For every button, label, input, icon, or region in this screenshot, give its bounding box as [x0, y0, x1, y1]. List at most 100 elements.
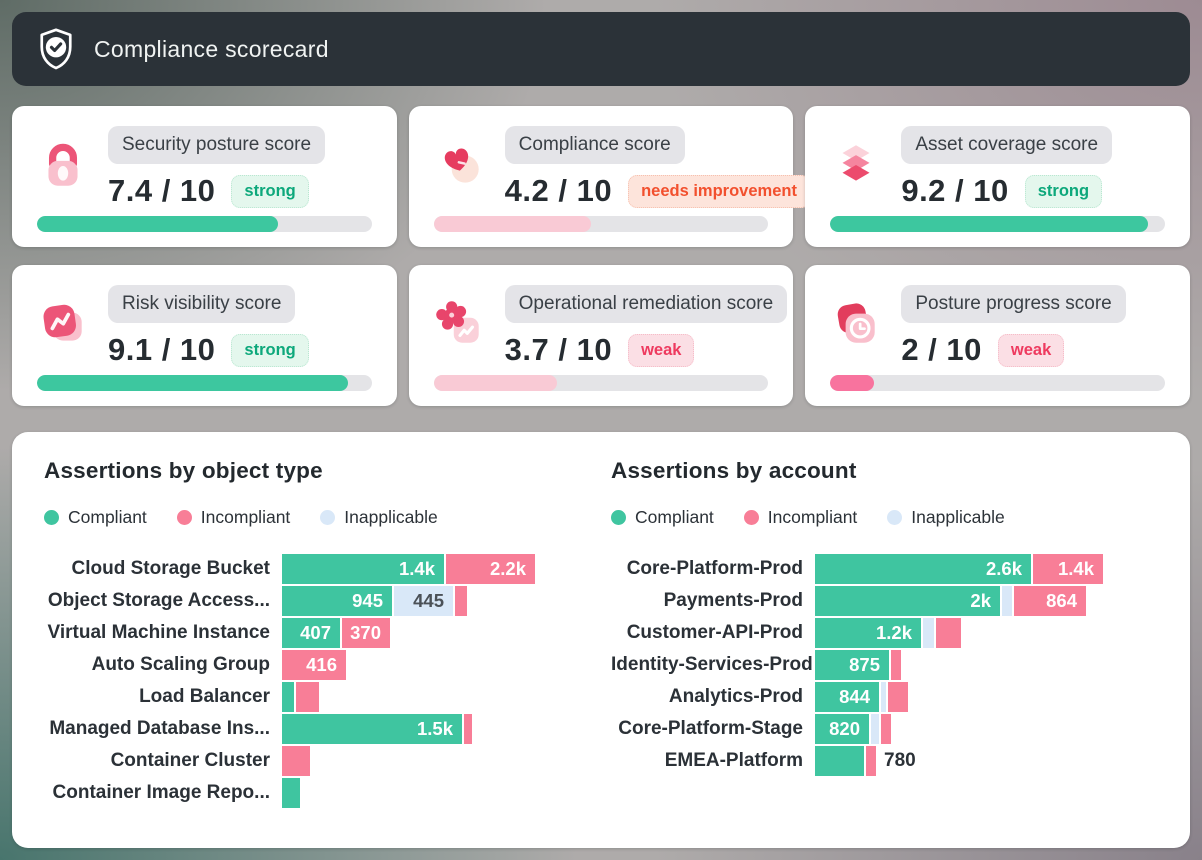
assertions-panel: Assertions by object type Compliant Incom… [12, 432, 1190, 848]
score-badge: strong [1024, 174, 1103, 208]
bar-segment-incompliant[interactable]: 1.4k [1033, 554, 1103, 584]
stacked-bar: 1.4k 2.2k [282, 554, 535, 584]
category-label: Customer-API-Prod [626, 622, 803, 643]
stacked-bar: 780 [815, 746, 916, 776]
score-card-compliance[interactable]: Compliance score 4.2 / 10 needs improvem… [408, 106, 810, 247]
score-card-operational-remediation[interactable]: Operational remediation score 3.7 / 10 w… [408, 265, 794, 406]
bar-segment-compliant[interactable]: 844 [815, 682, 879, 712]
bar-segment-incompliant[interactable] [866, 746, 876, 776]
score-card-body: Security posture score 7.4 / 10 strong [108, 126, 381, 209]
stacked-bar: 820 [815, 714, 891, 744]
category-label: Cloud Storage Bucket [71, 558, 270, 579]
chart-row: Managed Database Ins... 1.5k [44, 713, 601, 745]
legend-label: Compliant [635, 507, 714, 527]
bar-segment-incompliant[interactable] [455, 586, 467, 616]
score-card-title: Operational remediation score [504, 285, 788, 323]
bar-segment-incompliant[interactable]: 416 [282, 650, 346, 680]
score-card-title: Security posture score [108, 126, 326, 164]
legend-item-compliant[interactable]: Compliant [44, 507, 147, 528]
category-label: Analytics-Prod [668, 686, 803, 707]
score-card-body: Operational remediation score 3.7 / 10 w… [504, 285, 788, 368]
bar-segment-inapplicable[interactable] [1002, 586, 1012, 616]
stacked-bar: 2.6k 1.4k [815, 554, 1103, 584]
bar-segment-compliant[interactable]: 407 [282, 618, 340, 648]
chart-row: Load Balancer [44, 681, 601, 713]
bar-segment-compliant[interactable]: 2k [815, 586, 1000, 616]
chart-title: Assertions by object type [44, 458, 323, 483]
score-card-security-posture[interactable]: Security posture score 7.4 / 10 strong [12, 106, 397, 247]
progress-fill [830, 375, 874, 391]
score-card-title: Risk visibility score [108, 285, 296, 323]
score-value: 3.7 / 10 [504, 332, 613, 367]
progress-fill [830, 216, 1149, 232]
legend-dot-compliant [611, 510, 626, 525]
chart-row: Object Storage Access... 945 445 [44, 585, 601, 617]
chart-rows: Core-Platform-Prod 2.6k 1.4k Payments-Pro… [611, 553, 1190, 777]
chart-row: Identity-Services-Prod 875 [611, 649, 1190, 681]
score-badge: strong [231, 333, 309, 367]
score-card-asset-coverage[interactable]: Asset coverage score 9.2 / 10 strong [805, 106, 1190, 247]
bar-segment-incompliant[interactable] [888, 682, 908, 712]
bar-segment-compliant[interactable]: 1.5k [282, 714, 462, 744]
bar-segment-compliant[interactable] [282, 778, 300, 808]
bar-segment-incompliant[interactable] [936, 618, 961, 648]
bar-segment-incompliant[interactable]: 2.2k [446, 554, 535, 584]
score-value: 9.2 / 10 [901, 173, 1009, 208]
bar-segment-incompliant[interactable] [881, 714, 891, 744]
stacked-bar: 2k 864 [815, 586, 1086, 616]
score-value: 4.2 / 10 [504, 173, 613, 208]
app-header: Compliance scorecard [12, 12, 1190, 86]
legend-label: Inapplicable [344, 507, 438, 527]
category-label: Object Storage Access... [47, 590, 270, 611]
bar-segment-compliant[interactable]: 875 [815, 650, 889, 680]
bar-segment-compliant[interactable] [282, 682, 294, 712]
legend-item-incompliant[interactable]: Incompliant [743, 507, 857, 528]
category-label: Identity-Services-Prod [611, 654, 813, 675]
bar-segment-inapplicable[interactable] [881, 682, 886, 712]
legend-dot-inapplicable [887, 510, 903, 525]
bar-segment-incompliant[interactable] [464, 714, 472, 744]
progress-fill [37, 375, 349, 391]
bar-segment-inapplicable[interactable] [871, 714, 879, 744]
score-badge: weak [997, 333, 1065, 367]
bar-segment-compliant[interactable]: 1.4k [282, 554, 444, 584]
bar-segment-incompliant[interactable]: 370 [342, 618, 390, 648]
legend-item-incompliant[interactable]: Incompliant [176, 507, 290, 528]
bar-segment-compliant[interactable]: 1.2k [815, 618, 921, 648]
category-label: Container Image Repo... [52, 782, 270, 803]
progress-track [830, 216, 1165, 232]
bar-total-label: 780 [884, 750, 916, 771]
layers-icon [829, 138, 883, 192]
progress-fill [37, 216, 278, 232]
legend-item-inapplicable[interactable]: Inapplicable [320, 507, 438, 528]
chart-row: Payments-Prod 2k 864 [611, 585, 1190, 617]
score-card-risk-visibility[interactable]: Risk visibility score 9.1 / 10 strong [12, 265, 397, 406]
bar-segment-compliant[interactable] [815, 746, 864, 776]
bar-segment-compliant[interactable]: 2.6k [815, 554, 1031, 584]
legend-item-inapplicable[interactable]: Inapplicable [887, 507, 1005, 528]
bar-segment-compliant[interactable]: 945 [282, 586, 392, 616]
legend-item-compliant[interactable]: Compliant [611, 507, 714, 528]
bar-segment-incompliant[interactable]: 864 [1014, 586, 1086, 616]
chart-assertions-by-account: Assertions by account Compliant Incomplia… [601, 432, 1190, 848]
chart-row: Auto Scaling Group 416 [44, 649, 601, 681]
clock-icon [829, 297, 883, 351]
bar-segment-incompliant[interactable] [296, 682, 319, 712]
bar-segment-inapplicable[interactable]: 445 [394, 586, 453, 616]
stacked-bar [282, 682, 319, 712]
progress-track [37, 375, 372, 391]
legend-dot-inapplicable [320, 510, 336, 525]
stacked-bar [282, 746, 310, 776]
score-card-title: Asset coverage score [901, 126, 1113, 164]
category-label: Load Balancer [139, 686, 270, 707]
progress-track [433, 216, 769, 232]
stacked-bar: 416 [282, 650, 346, 680]
bar-segment-incompliant[interactable] [282, 746, 310, 776]
bar-segment-inapplicable[interactable] [923, 618, 934, 648]
score-card-title: Compliance score [504, 126, 685, 164]
score-card-posture-progress[interactable]: Posture progress score 2 / 10 weak [805, 265, 1190, 406]
bar-segment-incompliant[interactable] [891, 650, 901, 680]
bar-segment-compliant[interactable]: 820 [815, 714, 869, 744]
category-label: Container Cluster [110, 750, 270, 771]
score-cards-grid: Security posture score 7.4 / 10 strong C… [12, 106, 1190, 406]
